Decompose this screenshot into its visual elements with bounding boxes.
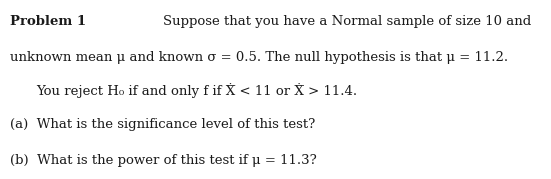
Text: unknown mean μ and known σ = 0.5. The null hypothesis is that μ = 11.2.: unknown mean μ and known σ = 0.5. The nu…: [10, 51, 508, 64]
Text: You reject H₀ if and only f if Ẋ̅ < 11 or Ẋ̅ > 11.4.: You reject H₀ if and only f if Ẋ̅ < 11 o…: [36, 83, 357, 98]
Text: (a)  What is the significance level of this test?: (a) What is the significance level of th…: [10, 118, 315, 131]
Text: Problem 1: Problem 1: [10, 15, 86, 28]
Text: (b)  What is the power of this test if μ = 11.3?: (b) What is the power of this test if μ …: [10, 154, 317, 167]
Text: Suppose that you have a Normal sample of size 10 and: Suppose that you have a Normal sample of…: [163, 15, 531, 28]
